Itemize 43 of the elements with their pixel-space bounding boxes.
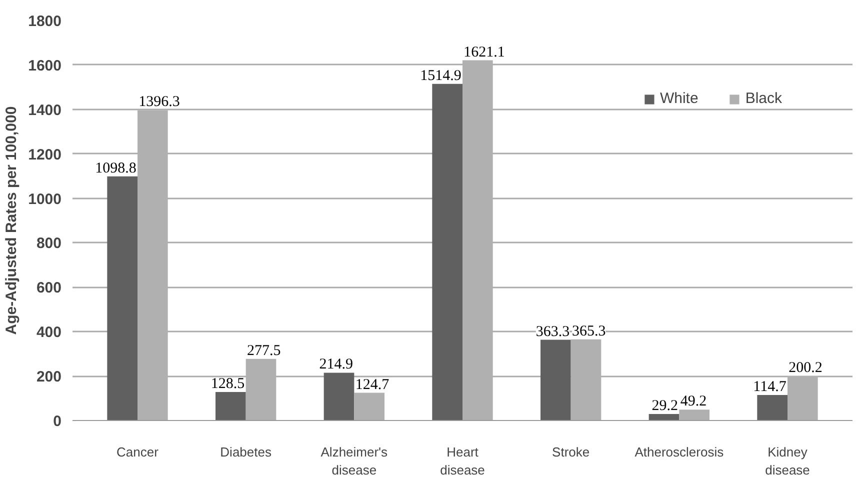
x-tick-label: Stroke — [552, 444, 590, 460]
data-label: 128.5 — [210, 376, 245, 392]
x-tick-label: Atherosclerosis — [634, 444, 724, 460]
y-tick-label: 800 — [36, 235, 62, 252]
bar — [354, 392, 384, 420]
y-tick-label: 1800 — [28, 13, 62, 30]
x-tick-label: Diabetes — [220, 444, 272, 460]
data-label: 1098.8 — [95, 160, 136, 176]
data-label: 114.7 — [753, 379, 787, 396]
x-tick-label: Heart disease — [440, 444, 485, 478]
legend-label: White — [660, 90, 698, 107]
bar — [432, 84, 462, 420]
data-label: 277.5 — [247, 342, 281, 359]
data-label: 124.7 — [355, 376, 390, 393]
bar — [540, 340, 571, 420]
data-label: 200.2 — [788, 360, 822, 376]
data-label: 1396.3 — [138, 94, 180, 110]
data-label: 49.2 — [680, 394, 707, 410]
bar — [757, 395, 788, 420]
y-tick-label: 1200 — [28, 146, 62, 164]
y-tick-label: 400 — [36, 324, 62, 342]
data-label: 29.2 — [652, 398, 678, 414]
data-label: 365.3 — [572, 323, 606, 340]
data-label: 363.3 — [536, 324, 570, 340]
x-tick-label: Kidney disease — [765, 444, 810, 478]
y-tick-label: 1400 — [28, 102, 62, 119]
y-tick-label: 600 — [36, 280, 62, 297]
y-tick-label: 1600 — [28, 57, 62, 74]
x-tick-label: Alzheimer's disease — [320, 444, 388, 478]
y-axis-title: Age-Adjusted Rates per 100,000 — [3, 106, 20, 335]
bar — [216, 392, 246, 420]
bar — [679, 410, 710, 420]
legend-label: Black — [745, 90, 782, 107]
data-label: 1514.9 — [420, 68, 462, 84]
data-label: 1621.1 — [464, 44, 505, 60]
y-tick-label: 1000 — [28, 190, 62, 208]
data-label: 214.9 — [319, 356, 353, 373]
y-tick-label: 200 — [36, 368, 62, 386]
x-tick-label: Cancer — [116, 444, 160, 460]
bar — [648, 414, 680, 420]
y-tick-label: 0 — [53, 413, 62, 430]
bar — [107, 176, 138, 420]
bar — [324, 372, 354, 420]
